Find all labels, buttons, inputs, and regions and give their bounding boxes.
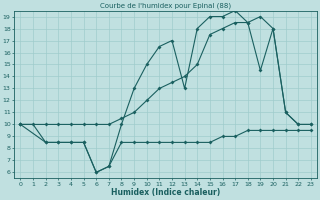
Title: Courbe de l'humidex pour Epinal (88): Courbe de l'humidex pour Epinal (88) [100, 3, 231, 9]
X-axis label: Humidex (Indice chaleur): Humidex (Indice chaleur) [111, 188, 220, 197]
